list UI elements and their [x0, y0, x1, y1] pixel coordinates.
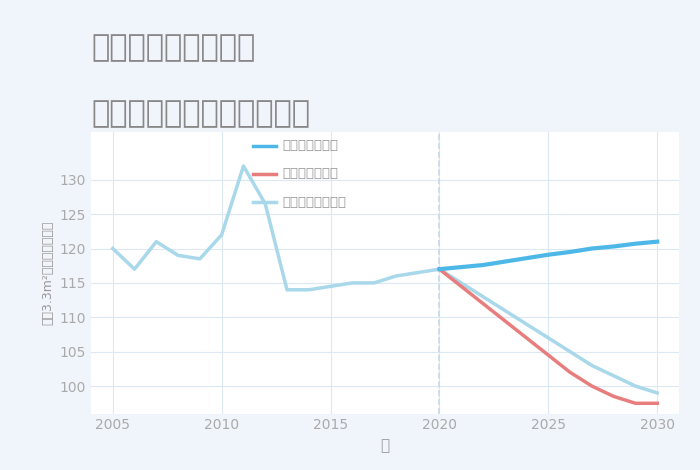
- X-axis label: 年: 年: [380, 438, 390, 453]
- Text: ノーマルシナリオ: ノーマルシナリオ: [282, 196, 346, 209]
- Text: グッドシナリオ: グッドシナリオ: [282, 139, 338, 152]
- Text: バッドシナリオ: バッドシナリオ: [282, 167, 338, 180]
- Y-axis label: 坪（3.3m²）単価（万円）: 坪（3.3m²）単価（万円）: [41, 220, 54, 325]
- Text: 千葉県清水公園駅の: 千葉県清水公園駅の: [91, 33, 256, 62]
- Text: 中古マンションの価格推移: 中古マンションの価格推移: [91, 99, 310, 128]
